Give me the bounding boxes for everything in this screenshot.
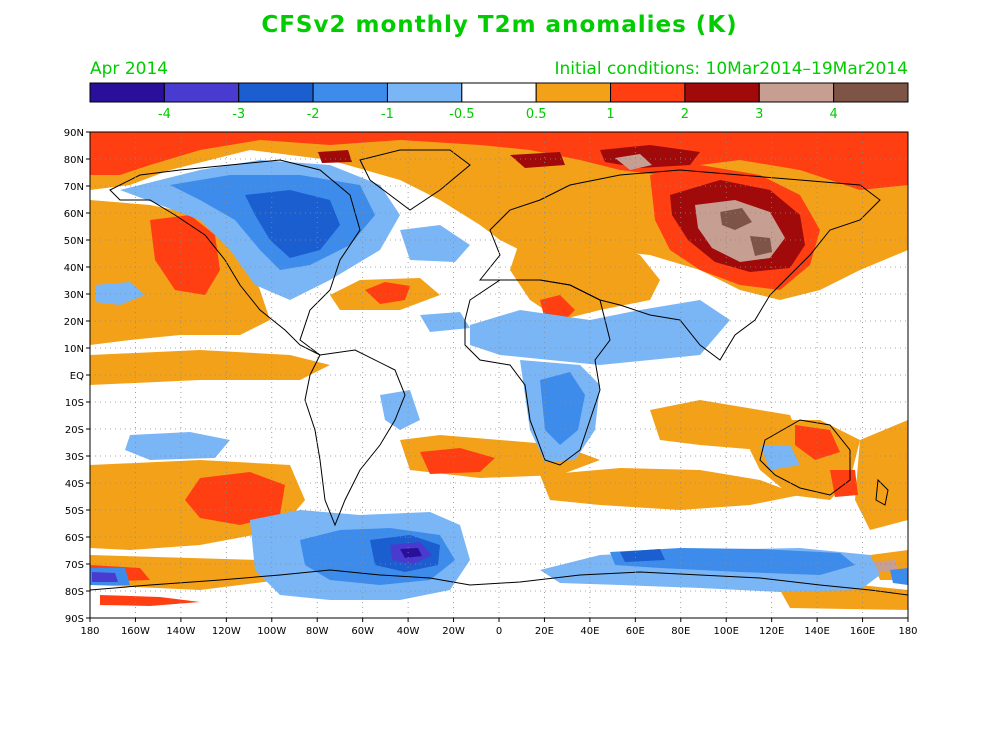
lon-tick-label: 160E xyxy=(850,626,875,637)
map-area xyxy=(90,132,908,618)
lon-tick-label: 80W xyxy=(306,626,329,637)
lon-tick-label: 100E xyxy=(714,626,739,637)
lon-tick-label: 40W xyxy=(397,626,420,637)
lat-tick-label: 80S xyxy=(65,587,84,598)
lon-tick-label: 60W xyxy=(351,626,374,637)
lat-tick-label: 70S xyxy=(65,560,84,571)
colorbar-label: 1 xyxy=(606,107,614,122)
colorbar-swatch xyxy=(461,82,537,103)
colorbar-labels: -4 -3 -2 -1 -0.5 0.5 1 2 3 4 xyxy=(158,107,838,122)
lon-tick-label: 40E xyxy=(580,626,599,637)
colorbar-label: -2 xyxy=(307,107,320,122)
north-america-coast xyxy=(109,159,361,356)
colorbar-label: 4 xyxy=(829,107,837,122)
colorbar-label: 0.5 xyxy=(526,107,547,122)
lat-tick-label: 30S xyxy=(65,452,84,463)
lat-tick-label: 90S xyxy=(65,614,84,625)
eurasia-coast xyxy=(478,169,881,361)
lon-tick-label: 20W xyxy=(442,626,465,637)
lat-tick-label: 30N xyxy=(64,290,84,301)
lat-tick-label: 50N xyxy=(64,236,84,247)
lon-tick-label: 20E xyxy=(535,626,554,637)
colorbar-swatch xyxy=(163,82,240,103)
lon-tick-label: 100W xyxy=(257,626,286,637)
lat-tick-label: 80N xyxy=(64,155,84,166)
lat-tick-label: 40N xyxy=(64,263,84,274)
map-grid xyxy=(90,132,908,618)
colorbar-label: -0.5 xyxy=(449,107,474,122)
chart-title: CFSv2 monthly T2m anomalies (K) xyxy=(261,12,738,38)
new-zealand-coast xyxy=(875,478,889,506)
lon-tick-label: 60E xyxy=(626,626,645,637)
colorbar-swatch xyxy=(610,82,686,103)
lat-tick-label: 60S xyxy=(65,533,84,544)
lat-tick-label: 20N xyxy=(64,317,84,328)
lon-tick-label: 80E xyxy=(671,626,690,637)
colorbar-swatch xyxy=(833,82,909,103)
lat-tick-label: EQ xyxy=(70,371,84,382)
colorbar-swatch xyxy=(89,82,165,103)
initial-conditions-label: Initial conditions: 10Mar2014–19Mar2014 xyxy=(554,59,908,79)
coastlines xyxy=(90,149,908,596)
lon-tick-label: 180 xyxy=(898,626,917,637)
colder-anomaly-fields xyxy=(245,190,665,572)
valid-month-label: Apr 2014 xyxy=(90,59,169,79)
lat-tick-label: 60N xyxy=(64,209,84,220)
lat-tick-label: 90N xyxy=(64,128,84,139)
colorbar-swatch xyxy=(684,82,760,103)
lat-tick-label: 20S xyxy=(65,425,84,436)
longitude-tick-labels: 180 160W 140W 120W 100W 80W 60W 40W 20W 0 20E 40E 60… xyxy=(80,618,918,637)
lon-tick-label: 120W xyxy=(212,626,241,637)
lon-tick-label: 180 xyxy=(80,626,99,637)
colorbar xyxy=(89,82,909,103)
colorbar-swatch xyxy=(535,82,612,103)
colorbar-swatch xyxy=(238,82,314,103)
south-america-coast xyxy=(304,349,406,527)
greenland-coast xyxy=(359,149,471,211)
colorbar-label: -4 xyxy=(158,107,171,122)
latitude-tick-labels: 90N 80N 70N 60N 50N 40N 30N 20N 10N EQ 10S 20S 30S 40… xyxy=(64,128,90,625)
lat-tick-label: 50S xyxy=(65,506,84,517)
colorbar-swatch xyxy=(758,82,835,103)
lat-tick-label: 70N xyxy=(64,182,84,193)
lon-tick-label: 120E xyxy=(759,626,784,637)
lon-tick-label: 0 xyxy=(496,626,502,637)
lat-tick-label: 10S xyxy=(65,398,84,409)
colorbar-swatch xyxy=(386,82,463,103)
colorbar-label: 2 xyxy=(681,107,689,122)
australia-coast xyxy=(759,419,851,496)
colorbar-label: -1 xyxy=(381,107,394,122)
lat-tick-label: 10N xyxy=(64,344,84,355)
colorbar-label: 3 xyxy=(755,107,763,122)
antarctica-coast xyxy=(90,569,908,596)
colorbar-swatch xyxy=(312,82,388,103)
lon-tick-label: 160W xyxy=(121,626,150,637)
extreme-cold-anomaly-fields xyxy=(400,548,422,558)
max-warm-anomaly-fields xyxy=(720,208,772,256)
lon-tick-label: 140E xyxy=(804,626,829,637)
lat-tick-label: 40S xyxy=(65,479,84,490)
colorbar-label: -3 xyxy=(232,107,245,122)
lon-tick-label: 140W xyxy=(166,626,195,637)
